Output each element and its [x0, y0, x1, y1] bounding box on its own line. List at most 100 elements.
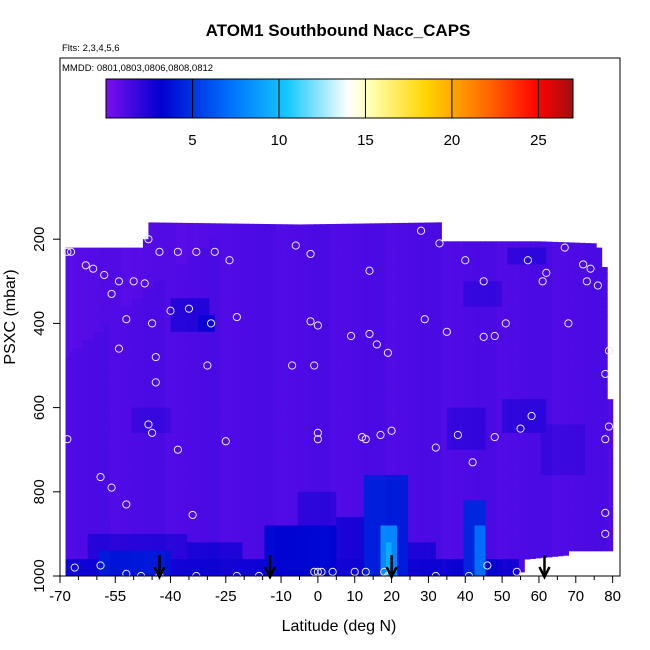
heatmap-cell	[375, 314, 382, 324]
heatmap-cell	[424, 222, 431, 232]
heatmap-cell	[507, 298, 514, 308]
heatmap-cell	[480, 500, 487, 510]
heatmap-cell	[424, 272, 431, 282]
heatmap-cell	[386, 348, 393, 358]
heatmap-cell	[104, 264, 111, 274]
heatmap-cell	[363, 223, 371, 232]
heatmap-cell	[474, 272, 481, 282]
heatmap-cell	[386, 483, 393, 493]
heatmap-cell	[491, 314, 498, 324]
heatmap-cell	[314, 390, 321, 400]
heatmap-cell	[419, 567, 426, 576]
heatmap-cell	[76, 500, 83, 510]
heatmap-cell	[380, 264, 387, 274]
heatmap-cell	[463, 281, 470, 291]
heatmap-cell	[424, 559, 431, 569]
heatmap-cell	[435, 289, 442, 299]
heatmap-cell	[165, 298, 172, 308]
heatmap-cell	[126, 550, 133, 560]
heatmap-cell	[452, 407, 459, 417]
heatmap-cell	[153, 542, 161, 552]
heatmap-cell	[562, 340, 570, 350]
heatmap-cell	[419, 373, 426, 383]
heatmap-cell	[247, 256, 255, 266]
heatmap-cell	[540, 340, 547, 350]
heatmap-cell	[573, 272, 581, 282]
heatmap-cell	[165, 542, 172, 552]
heatmap-cell	[104, 483, 111, 493]
heatmap-cell	[275, 517, 282, 527]
heatmap-cell	[325, 340, 332, 350]
heatmap-cell	[87, 567, 94, 576]
heatmap-cell	[220, 441, 227, 451]
heatmap-cell	[358, 230, 365, 240]
sample-point	[372, 340, 381, 349]
heatmap-cell	[430, 508, 437, 518]
heatmap-cell	[358, 567, 365, 576]
heatmap-cell	[319, 432, 326, 442]
heatmap-cell	[153, 340, 161, 350]
heatmap-cell	[341, 491, 348, 501]
heatmap-cell	[468, 508, 476, 518]
heatmap-cell	[463, 272, 470, 282]
heatmap-cell	[308, 517, 315, 527]
heatmap-cell	[104, 281, 111, 291]
heatmap-cell	[231, 550, 238, 560]
heatmap-cell	[441, 407, 448, 417]
heatmap-cell	[281, 373, 288, 383]
heatmap-cell	[314, 500, 321, 510]
heatmap-cell	[236, 399, 243, 409]
heatmap-cell	[480, 348, 487, 358]
heatmap-cell	[120, 449, 127, 459]
heatmap-cell	[502, 466, 509, 476]
heatmap-cell	[225, 340, 232, 350]
heatmap-cell	[187, 441, 194, 451]
heatmap-cell	[369, 533, 376, 543]
heatmap-cell	[142, 256, 150, 266]
heatmap-cell	[115, 458, 122, 468]
heatmap-cell	[502, 474, 509, 484]
heatmap-cell	[109, 416, 116, 426]
heatmap-cell	[352, 348, 360, 358]
heatmap-cell	[446, 474, 453, 484]
heatmap-cell	[231, 407, 238, 417]
sample-point	[122, 569, 131, 578]
heatmap-cell	[573, 390, 581, 400]
heatmap-cell	[496, 390, 503, 400]
heatmap-cell	[297, 239, 304, 249]
heatmap-cell	[281, 449, 288, 459]
heatmap-cell	[319, 449, 326, 459]
heatmap-cell	[71, 407, 78, 417]
heatmap-cell	[480, 432, 487, 442]
heatmap-cell	[419, 424, 426, 434]
heatmap-cell	[192, 500, 199, 510]
sample-point	[310, 361, 319, 370]
heatmap-cell	[297, 264, 304, 274]
heatmap-cell	[452, 508, 459, 518]
heatmap-cell	[258, 500, 266, 510]
heatmap-cell	[546, 550, 553, 558]
heatmap-cell	[203, 483, 210, 493]
heatmap-cell	[270, 331, 277, 341]
heatmap-cell	[557, 365, 564, 375]
heatmap-cell	[585, 474, 592, 484]
heatmap-cell	[430, 466, 437, 476]
heatmap-cell	[358, 223, 365, 232]
heatmap-cell	[380, 559, 387, 569]
heatmap-cell	[391, 357, 398, 367]
heatmap-cell	[109, 331, 116, 341]
heatmap-cell	[397, 533, 404, 543]
heatmap-cell	[220, 533, 227, 543]
heatmap-cell	[275, 474, 282, 484]
heatmap-cell	[82, 382, 89, 392]
heatmap-cell	[87, 256, 94, 266]
heatmap-cell	[93, 483, 100, 493]
heatmap-cell	[236, 416, 243, 426]
heatmap-cell	[120, 382, 127, 392]
heatmap-cell	[413, 491, 420, 501]
heatmap-cell	[579, 298, 586, 308]
heatmap-cell	[225, 432, 232, 442]
sample-point	[435, 239, 444, 248]
heatmap-cell	[596, 348, 603, 358]
heatmap-cell	[319, 272, 326, 282]
